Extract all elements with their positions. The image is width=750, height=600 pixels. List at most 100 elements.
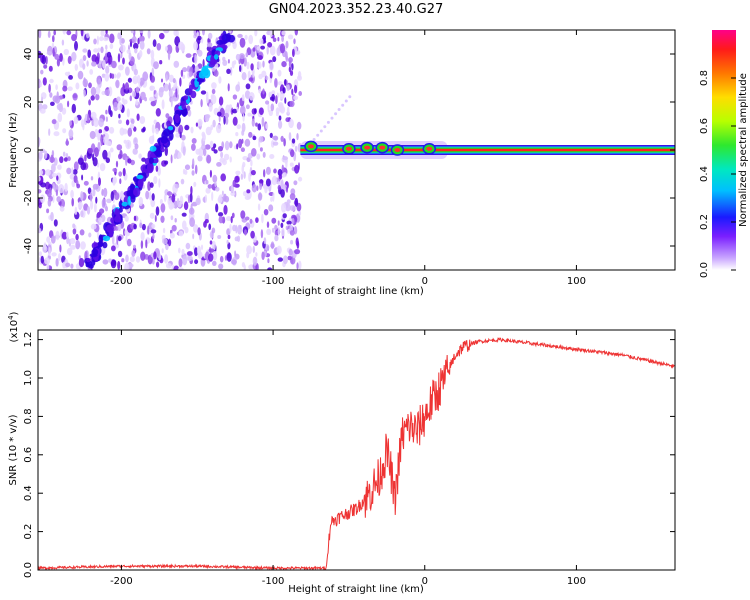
noise-speck [135, 256, 141, 263]
noise-speck [235, 224, 238, 234]
noise-speck [212, 119, 216, 128]
noise-speck [189, 192, 193, 203]
noise-speck [151, 223, 156, 229]
noise-speck [239, 105, 246, 115]
streak-blob [130, 194, 136, 203]
noise-speck [194, 164, 198, 175]
noise-speck [111, 73, 115, 79]
noise-speck [219, 255, 224, 263]
noise-speck [286, 186, 288, 193]
noise-speck [277, 220, 280, 226]
noise-speck [66, 30, 72, 36]
noise-speck [243, 264, 246, 270]
streak-blob [190, 90, 197, 99]
noise-speck [245, 83, 251, 90]
x-tick-label: 100 [567, 576, 586, 587]
noise-speck [229, 223, 232, 233]
noise-speck [193, 181, 197, 187]
noise-speck [294, 164, 300, 174]
noise-speck [242, 114, 245, 122]
noise-speck [217, 196, 223, 204]
noise-speck [184, 124, 190, 131]
noise-speck [155, 108, 161, 117]
noise-speck [139, 116, 146, 124]
noise-speck [106, 198, 112, 204]
noise-speck [124, 215, 129, 222]
noise-speck [75, 233, 79, 241]
noise-speck [170, 154, 173, 164]
noise-speck [39, 81, 43, 88]
noise-speck [100, 30, 105, 37]
noise-speck [148, 135, 155, 145]
noise-speck [51, 119, 57, 125]
noise-speck [45, 181, 51, 190]
noise-speck [181, 248, 185, 256]
streak-blob [167, 126, 174, 131]
noise-speck [174, 184, 180, 189]
noise-speck [175, 125, 179, 133]
noise-speck [163, 30, 170, 34]
noise-speck [118, 171, 123, 177]
carrier-node-core [308, 144, 314, 149]
y-tick-label: 0 [23, 147, 34, 153]
noise-speck [135, 100, 139, 106]
noise-speck [93, 48, 99, 53]
noise-speck [281, 203, 287, 213]
noise-speck [55, 258, 59, 267]
noise-speck [42, 77, 47, 86]
noise-speck [109, 126, 115, 134]
noise-speck [232, 116, 238, 126]
noise-speck [46, 236, 51, 243]
noise-speck [165, 263, 172, 269]
faint-streak-dot [337, 108, 341, 111]
noise-speck [223, 153, 230, 161]
noise-speck [295, 237, 299, 247]
noise-speck [40, 182, 47, 188]
noise-speck [138, 153, 142, 159]
noise-speck [235, 53, 241, 61]
noise-speck [72, 228, 77, 235]
noise-speck [242, 156, 248, 161]
noise-speck [269, 45, 276, 56]
noise-speck [48, 246, 51, 257]
snr-frame [37, 329, 676, 571]
noise-speck [174, 218, 177, 223]
noise-speck [93, 38, 97, 45]
noise-speck [167, 50, 171, 61]
noise-speck [262, 151, 266, 158]
noise-speck [239, 65, 242, 72]
noise-speck [200, 90, 207, 95]
noise-speck [281, 30, 286, 36]
noise-speck [286, 199, 291, 205]
noise-speck [105, 30, 108, 34]
y-tick-label: 20 [23, 96, 34, 109]
noise-speck [119, 44, 126, 53]
noise-speck [278, 174, 283, 180]
noise-speck [282, 87, 286, 94]
noise-speck [80, 30, 84, 37]
noise-speck [272, 135, 278, 140]
noise-speck [173, 60, 180, 68]
noise-speck [62, 85, 68, 92]
noise-speck [58, 184, 65, 194]
noise-speck [272, 37, 277, 42]
noise-speck [127, 127, 133, 137]
noise-speck [165, 243, 169, 251]
spectrogram-x-axis-label: Height of straight line (km) [288, 286, 424, 297]
noise-speck [147, 30, 151, 39]
noise-speck [205, 91, 209, 102]
streak-blob [148, 157, 154, 164]
noise-speck [58, 253, 61, 261]
noise-speck [218, 146, 223, 152]
streak-blob [174, 113, 180, 124]
noise-speck [98, 118, 104, 128]
noise-speck [116, 96, 121, 102]
noise-speck [216, 162, 222, 167]
noise-speck [123, 139, 127, 144]
noise-speck [277, 37, 280, 42]
noise-speck [110, 259, 117, 269]
noise-speck [102, 36, 109, 42]
noise-speck [206, 154, 212, 164]
noise-speck [269, 154, 275, 159]
streak-blob [163, 128, 171, 137]
